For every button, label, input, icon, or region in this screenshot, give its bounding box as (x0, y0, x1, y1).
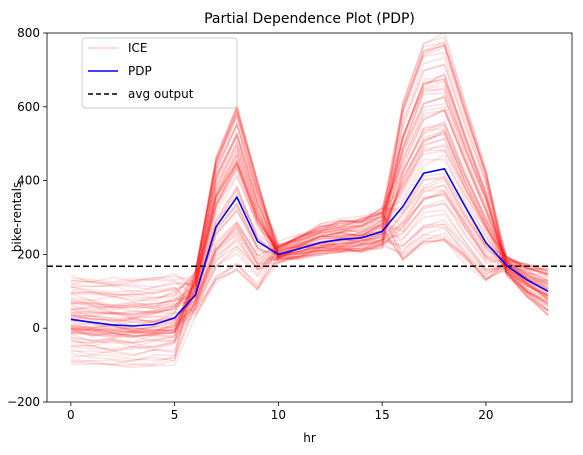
y-axis: −200 0 200 400 600 800 (7, 26, 47, 409)
series-lines (47, 167, 572, 327)
ice-line (70, 84, 549, 366)
ice-line (70, 167, 549, 333)
ice-line (70, 40, 549, 303)
ice-line (70, 63, 549, 331)
ice-line (70, 226, 549, 369)
y-axis-label: bike-rentals (10, 182, 24, 253)
x-tick-label: 10 (271, 408, 286, 422)
x-axis-label: hr (303, 431, 316, 445)
ice-line (70, 137, 549, 319)
ice-line (70, 44, 549, 361)
ice-line (70, 144, 549, 296)
ice-line (70, 130, 549, 308)
ice-line (70, 194, 549, 333)
y-tick-label: 600 (17, 100, 40, 114)
plot-frame (46, 32, 573, 403)
x-tick-label: 0 (67, 408, 75, 422)
ice-line (70, 105, 549, 339)
ice-line (70, 74, 549, 366)
ice-line (70, 106, 549, 325)
ice-line (70, 43, 549, 337)
ice-line (70, 42, 549, 357)
ice-line (70, 132, 549, 283)
ice-line (70, 108, 549, 332)
ice-line (70, 51, 549, 348)
ice-line (70, 106, 549, 338)
legend-box (81, 37, 238, 109)
ice-line (70, 120, 549, 332)
ice-line (70, 145, 549, 312)
ice-line (70, 128, 549, 343)
ice-line (70, 36, 549, 337)
y-tick-label: 200 (17, 247, 40, 261)
ice-line (70, 130, 549, 331)
ice-line (70, 78, 549, 323)
ice-line (70, 201, 549, 316)
y-tick-label: 800 (17, 26, 40, 40)
y-tick-label: 400 (17, 174, 40, 188)
ice-line (70, 111, 549, 315)
ice-line (70, 186, 549, 338)
ice-line (70, 146, 549, 327)
ice-line (70, 159, 549, 314)
ice-line (70, 88, 549, 308)
ice-line (70, 223, 549, 352)
ice-line (70, 122, 549, 338)
ice-line (70, 227, 549, 363)
ice-line (70, 122, 549, 344)
ice-line (70, 164, 549, 308)
y-tick-label: 0 (32, 321, 40, 335)
ice-line (70, 71, 549, 320)
ice-line (70, 209, 549, 334)
ice-line (70, 87, 549, 352)
ice-line (70, 113, 549, 299)
ice-line (70, 77, 549, 331)
legend: ICE PDP avg output (81, 37, 238, 109)
ice-line (70, 111, 549, 344)
legend-pdp-label: PDP (128, 64, 152, 78)
ice-line (70, 45, 549, 314)
x-tick-label: 5 (171, 408, 179, 422)
ice-line (70, 188, 549, 316)
y-tick-label: −200 (7, 395, 40, 409)
ice-line (70, 122, 549, 339)
legend-avg-label: avg output (128, 87, 194, 101)
ice-line (70, 109, 549, 301)
ice-line (70, 143, 549, 320)
ice-line (70, 122, 549, 318)
ice-line (70, 56, 549, 316)
ice-line (70, 160, 549, 343)
ice-line (70, 132, 549, 310)
x-tick-label: 20 (478, 408, 493, 422)
ice-line (70, 211, 549, 351)
ice-line (70, 128, 549, 305)
chart-title: Partial Dependence Plot (PDP) (204, 11, 415, 27)
ice-line (70, 109, 549, 311)
ice-line (70, 73, 549, 309)
x-tick-label: 15 (374, 408, 389, 422)
ice-line (70, 184, 549, 307)
ice-line (70, 184, 549, 332)
ice-line (70, 199, 549, 323)
ice-line (70, 149, 549, 334)
ice-line (70, 124, 549, 349)
ice-line (70, 153, 549, 334)
ice-line (70, 130, 549, 323)
ice-line (70, 219, 549, 337)
ice-line (70, 114, 549, 305)
ice-line (70, 80, 549, 307)
pdp-line (70, 167, 549, 327)
ice-line (70, 79, 549, 317)
ice-line (70, 124, 549, 315)
x-axis: 0 5 10 15 20 (67, 402, 494, 422)
ice-line (70, 154, 549, 333)
legend-ice-label: ICE (128, 41, 148, 55)
ice-line (70, 33, 549, 335)
ice-line (70, 188, 549, 309)
ice-line (70, 159, 549, 336)
ice-line (70, 94, 549, 356)
ice-line (70, 92, 549, 336)
ice-line (70, 102, 549, 327)
